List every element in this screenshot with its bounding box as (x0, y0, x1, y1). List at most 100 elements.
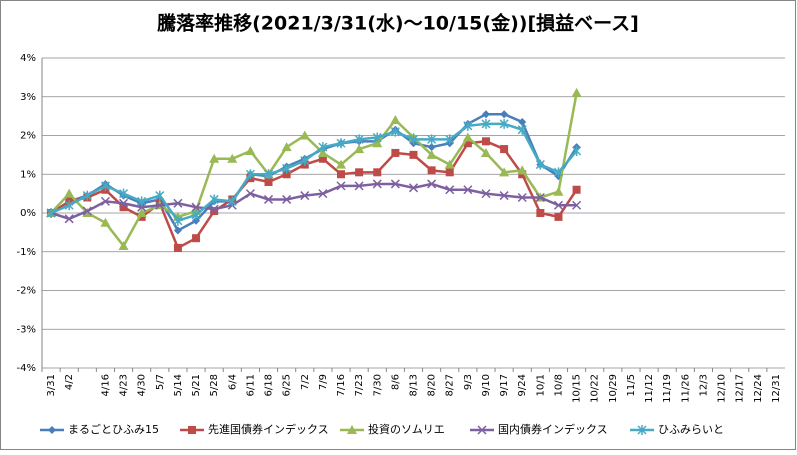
marker (300, 155, 310, 166)
marker (499, 167, 510, 177)
marker (227, 153, 238, 163)
marker (391, 148, 400, 157)
x-tick-label: 7/9 (318, 374, 329, 390)
marker (300, 191, 310, 201)
marker (481, 189, 491, 199)
marker (499, 191, 509, 201)
marker (444, 159, 455, 169)
x-tick-label: 8/20 (427, 374, 438, 396)
marker (553, 186, 564, 196)
marker (481, 137, 490, 146)
marker (299, 130, 310, 140)
x-tick-label: 6/4 (227, 374, 238, 390)
marker (535, 192, 545, 203)
x-tick-label: 12/31 (771, 374, 782, 403)
marker (517, 124, 527, 135)
marker (46, 208, 56, 218)
marker (282, 170, 291, 179)
series-line (50, 122, 578, 223)
marker (173, 226, 182, 235)
x-tick-label: 7/30 (372, 374, 383, 396)
x-tick-label: 4/23 (119, 374, 130, 396)
x-tick-label: 11/12 (644, 374, 655, 403)
x-tick-label: 7/16 (336, 374, 347, 396)
marker (572, 200, 582, 210)
x-tick-label: 11/26 (680, 374, 691, 403)
marker (372, 179, 382, 189)
legend-marker (48, 426, 56, 434)
marker (119, 188, 129, 199)
legend-label: まるごとひふみ15 (68, 422, 159, 436)
marker (408, 183, 419, 193)
x-tick-label: 10/8 (553, 374, 564, 396)
marker (354, 134, 364, 145)
marker (318, 142, 328, 153)
marker (209, 153, 220, 163)
legend-marker (637, 425, 647, 435)
marker (119, 203, 128, 212)
marker (191, 209, 201, 220)
legend-item: まるごとひふみ15 (40, 422, 159, 436)
y-tick-label: 2% (20, 131, 36, 142)
marker (209, 204, 219, 214)
x-tick-label: 6/11 (245, 374, 256, 396)
marker (518, 117, 527, 126)
marker (427, 143, 436, 152)
x-tick-label: 9/17 (499, 374, 510, 396)
marker (64, 200, 74, 211)
x-tick-label: 11/5 (626, 374, 637, 396)
marker (517, 192, 527, 203)
marker (336, 181, 346, 191)
marker (553, 167, 564, 178)
marker (445, 168, 454, 177)
x-tick-label: 12/17 (735, 374, 746, 403)
marker (337, 170, 346, 179)
marker (336, 138, 346, 149)
marker (173, 215, 183, 226)
marker (173, 198, 183, 208)
x-tick-label: 6/18 (264, 374, 275, 396)
marker (355, 168, 364, 177)
x-tick-label: 11/19 (662, 374, 673, 403)
marker (354, 181, 364, 191)
x-tick-label: 10/1 (535, 374, 546, 396)
legend-marker (188, 426, 196, 434)
x-tick-label: 8/6 (390, 374, 401, 390)
marker (64, 214, 74, 224)
marker (481, 118, 491, 129)
y-tick-label: -4% (17, 363, 36, 374)
marker (264, 178, 273, 186)
legend-item: 投資のソムリエ (340, 422, 445, 436)
marker (517, 165, 528, 175)
marker (82, 190, 92, 201)
marker (173, 243, 182, 252)
y-tick-label: -1% (17, 247, 36, 258)
legend-marker (347, 425, 357, 434)
y-tick-label: -2% (17, 286, 36, 297)
marker (426, 149, 437, 159)
marker (209, 194, 219, 205)
marker (500, 145, 509, 154)
marker (136, 208, 147, 217)
marker (390, 126, 400, 137)
marker (445, 134, 455, 145)
marker (463, 120, 473, 131)
marker (100, 217, 111, 227)
y-tick-label: -3% (17, 324, 36, 335)
x-tick-label: 8/13 (409, 374, 420, 396)
marker (536, 209, 545, 217)
marker (118, 240, 129, 250)
x-tick-label: 12/24 (753, 374, 764, 403)
marker (317, 147, 328, 157)
y-tick-label: 1% (20, 169, 36, 180)
marker (281, 142, 292, 152)
x-tick-label: 10/15 (572, 374, 583, 403)
legend-item: ひふみらいと (630, 423, 724, 436)
marker (572, 146, 582, 156)
marker (100, 196, 110, 206)
x-tick-label: 8/27 (445, 374, 456, 396)
marker (210, 207, 219, 216)
marker (245, 169, 255, 180)
marker (372, 138, 383, 148)
